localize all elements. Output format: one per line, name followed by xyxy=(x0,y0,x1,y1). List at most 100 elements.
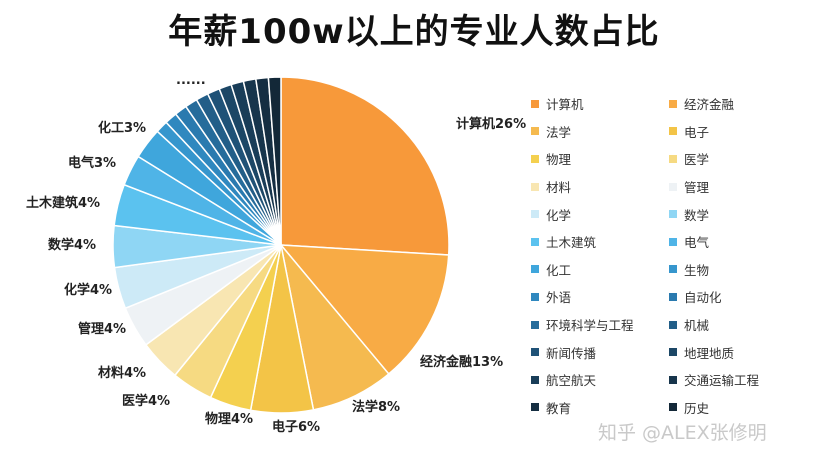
legend-label: 土木建筑 xyxy=(546,235,597,251)
legend-swatch xyxy=(669,182,677,191)
pie-chart: 计算机26% 经济金融13% 法学8% 电子6% 物理4% 医学4% 材料4% 管理4% 化学4… xyxy=(26,73,526,435)
legend-item: 计算机 xyxy=(531,94,669,113)
legend-label: 交通运输工程 xyxy=(684,373,760,389)
legend-item: 法学 xyxy=(531,122,669,141)
legend-row: 计算机 经济金融 xyxy=(531,90,821,118)
slice-label: 法学8% xyxy=(352,399,400,415)
legend-label: 历史 xyxy=(684,400,710,416)
legend-row: 材料 管理 xyxy=(531,173,821,201)
slice-label: 化学4% xyxy=(64,282,112,298)
legend-label: 数学 xyxy=(684,207,710,223)
legend-item: 数学 xyxy=(669,205,807,224)
legend-item: 材料 xyxy=(531,177,669,196)
legend-label: 材料 xyxy=(546,180,572,196)
legend-swatch xyxy=(531,154,539,163)
slice-label: 电子6% xyxy=(272,419,320,435)
legend-swatch xyxy=(531,375,539,384)
legend-label: 自动化 xyxy=(684,290,722,306)
legend-item: 化工 xyxy=(531,260,669,279)
legend-item: 经济金融 xyxy=(669,94,807,113)
legend-item: 自动化 xyxy=(669,287,807,306)
legend-label: 电气 xyxy=(684,235,710,251)
legend-row: 新闻传播 地理地质 xyxy=(531,338,821,366)
legend-item: 土木建筑 xyxy=(531,232,669,251)
pie-slice-经济金融 xyxy=(279,244,450,375)
legend-label: 医学 xyxy=(684,152,710,168)
legend-label: 管理 xyxy=(684,180,710,196)
slice-label: 经济金融13% xyxy=(420,354,503,370)
legend-swatch xyxy=(669,320,677,329)
legend-item: 新闻传播 xyxy=(531,343,669,362)
legend-label: 新闻传播 xyxy=(546,345,597,361)
legend-label: 计算机 xyxy=(546,97,584,113)
legend-swatch xyxy=(669,237,677,246)
legend-row: 教育 历史 xyxy=(531,394,821,422)
legend-swatch xyxy=(669,403,677,412)
legend-item: 环境科学与工程 xyxy=(531,315,669,334)
legend-row: 法学 电子 xyxy=(531,118,821,146)
legend-item: 地理地质 xyxy=(669,343,807,362)
legend-row: 环境科学与工程 机械 xyxy=(531,311,821,339)
legend-item: 航空航天 xyxy=(531,370,669,389)
legend-swatch xyxy=(669,292,677,301)
legend-label: 机械 xyxy=(684,318,710,334)
slice-label: 材料4% xyxy=(98,365,146,381)
legend-swatch xyxy=(531,182,539,191)
legend-item: 医学 xyxy=(669,149,807,168)
legend-item: 管理 xyxy=(669,177,807,196)
legend-swatch xyxy=(669,265,677,274)
legend-item: 电子 xyxy=(669,122,807,141)
slice-label: 管理4% xyxy=(78,321,126,337)
legend-swatch xyxy=(531,403,539,412)
legend-row: 化工 生物 xyxy=(531,256,821,284)
legend-label: 环境科学与工程 xyxy=(546,318,634,334)
legend-swatch xyxy=(531,292,539,301)
slice-label: 化工3% xyxy=(98,120,146,136)
chart-title: 年薪100w以上的专业人数占比 xyxy=(168,12,660,52)
legend-swatch xyxy=(531,99,539,108)
legend-label: 地理地质 xyxy=(684,345,735,361)
slice-label: 数学4% xyxy=(48,237,96,253)
legend-item: 历史 xyxy=(669,398,807,417)
legend-swatch xyxy=(531,127,539,136)
legend-item: 外语 xyxy=(531,287,669,306)
slice-label: 医学4% xyxy=(122,393,170,409)
slice-label: 计算机26% xyxy=(456,116,526,132)
pie-slice-计算机 xyxy=(280,76,450,256)
legend-row: 化学 数学 xyxy=(531,200,821,228)
legend-item: 化学 xyxy=(531,205,669,224)
legend-swatch xyxy=(669,127,677,136)
legend-item: 交通运输工程 xyxy=(669,370,807,389)
legend-label: 化工 xyxy=(546,262,572,278)
legend-swatch xyxy=(531,237,539,246)
legend-label: 生物 xyxy=(684,262,710,278)
legend-label: 化学 xyxy=(546,207,572,223)
pie-slice-历史 xyxy=(267,76,282,246)
legend-label: 电子 xyxy=(684,124,710,140)
legend-label: 法学 xyxy=(546,124,572,140)
legend-swatch xyxy=(669,99,677,108)
slice-label: 土木建筑4% xyxy=(26,195,100,211)
legend-label: 物理 xyxy=(546,152,572,168)
legend-row: 土木建筑 电气 xyxy=(531,228,821,256)
watermark: 知乎 @ALEX张修明 xyxy=(598,422,767,444)
legend-row: 物理 医学 xyxy=(531,145,821,173)
legend-swatch xyxy=(669,348,677,357)
legend-label: 经济金融 xyxy=(684,97,735,113)
slice-label: 物理4% xyxy=(205,411,253,427)
legend: 计算机 经济金融法学 电子物理 医学材料 管理化学 数学土木建筑 电气化工 生物外语 自动化环境… xyxy=(531,90,821,421)
legend-item: 生物 xyxy=(669,260,807,279)
legend-swatch xyxy=(669,375,677,384)
legend-row: 航空航天 交通运输工程 xyxy=(531,366,821,394)
legend-label: 教育 xyxy=(546,400,572,416)
legend-label: 外语 xyxy=(546,290,572,306)
legend-swatch xyxy=(531,320,539,329)
legend-swatch xyxy=(669,210,677,219)
legend-swatch xyxy=(531,210,539,219)
legend-row: 外语 自动化 xyxy=(531,283,821,311)
slice-label: 电气3% xyxy=(68,155,116,171)
legend-swatch xyxy=(531,348,539,357)
legend-item: 机械 xyxy=(669,315,807,334)
legend-swatch xyxy=(531,265,539,274)
legend-item: 电气 xyxy=(669,232,807,251)
